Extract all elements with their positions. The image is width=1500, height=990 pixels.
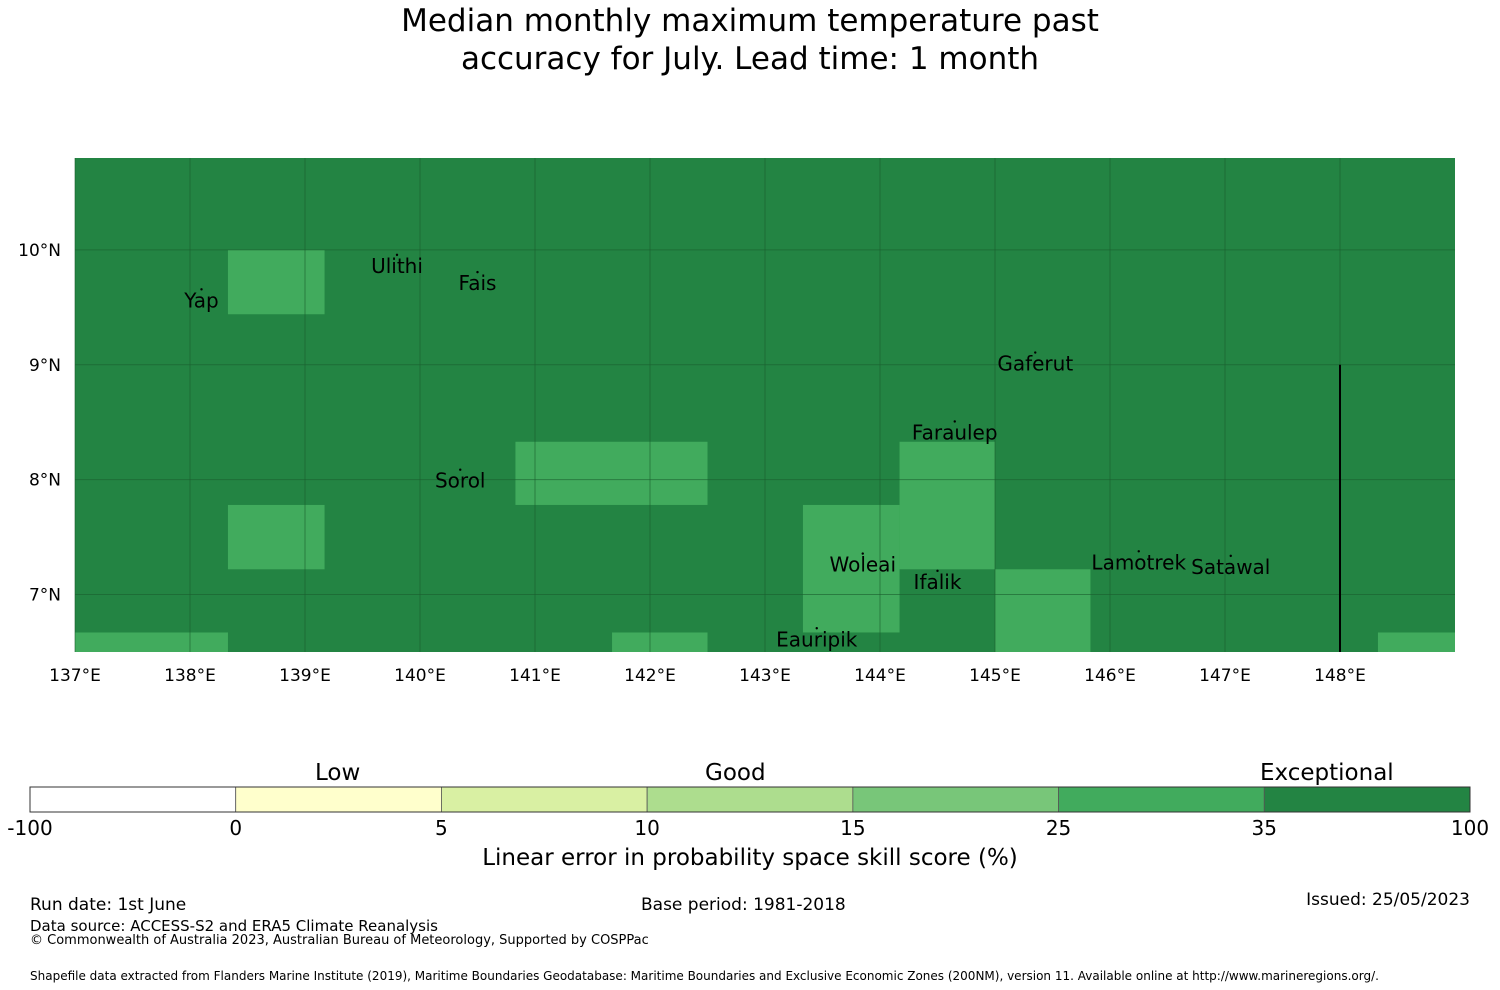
colorbar-bin-4	[852, 786, 1059, 813]
colorbar-frame	[29, 786, 1471, 813]
place-label-lamotrek: Lamotrek	[1091, 550, 1186, 574]
island-marker	[861, 552, 864, 555]
island-marker	[200, 288, 203, 291]
place-label-fais: Fais	[459, 271, 497, 295]
lat-tick-label: 7°N	[29, 586, 61, 606]
place-label-faraulep: Faraulep	[912, 420, 998, 444]
island-marker	[476, 270, 479, 274]
colorbar-bin-1	[235, 786, 442, 813]
colorbar-tick-label: 0	[229, 816, 243, 840]
lat-tick-label: 8°N	[29, 471, 61, 491]
colorbar-tick-label: 100	[1450, 816, 1490, 840]
island-marker	[1034, 351, 1037, 354]
colorbar-tick-label: 10	[634, 816, 660, 840]
place-label-satawal: Satawal	[1191, 555, 1270, 579]
skill-cell-3	[899, 441, 995, 570]
lon-tick-label: 148°E	[1314, 666, 1366, 686]
category-exceptional: Exceptional	[1260, 760, 1394, 786]
colorbar-tick-label: -100	[7, 816, 53, 840]
island-marker	[815, 627, 818, 630]
colorbar-tick-label: 5	[435, 816, 448, 840]
island-marker	[936, 569, 939, 573]
copyright: © Commonwealth of Australia 2023, Austra…	[30, 933, 649, 948]
category-low: Low	[315, 760, 361, 786]
place-label-ifalik: Ifalik	[914, 570, 962, 594]
colorbar-bin-6	[1263, 786, 1471, 813]
place-label-gaferut: Gaferut	[997, 352, 1073, 376]
run-date: Run date: 1st June	[30, 895, 187, 915]
map-title: Median monthly maximum temperature past …	[0, 2, 1500, 78]
lon-tick-label: 144°E	[854, 666, 906, 686]
lon-tick-label: 145°E	[969, 666, 1021, 686]
place-label-woleai: Woleai	[829, 553, 896, 577]
place-label-yap: Yap	[183, 288, 218, 312]
lon-tick-label: 138°E	[164, 666, 216, 686]
lon-tick-label: 137°E	[49, 666, 101, 686]
lon-tick-label: 140°E	[394, 666, 446, 686]
skill-cell-0	[227, 249, 325, 315]
lon-tick-label: 142°E	[624, 666, 676, 686]
island-marker	[1229, 554, 1232, 558]
data-source: Data source: ACCESS-S2 and ERA5 Climate …	[30, 917, 438, 935]
colorbar-tick-label: 15	[840, 816, 866, 840]
island-marker	[953, 420, 956, 423]
place-label-ulithi: Ulithi	[371, 254, 423, 278]
title-line-2: accuracy for July. Lead time: 1 month	[460, 41, 1040, 77]
lat-tick-label: 9°N	[29, 356, 61, 376]
skill-cell-8	[1377, 632, 1455, 652]
skill-cell-7	[612, 632, 708, 652]
colorbar-tick-label: 25	[1045, 816, 1072, 840]
island-marker	[1137, 550, 1140, 553]
lon-tick-label: 143°E	[739, 666, 791, 686]
lon-tick-label: 146°E	[1084, 666, 1136, 686]
colorbar-tick-label: 35	[1251, 816, 1278, 840]
skill-cell-6	[75, 632, 228, 652]
base-period: Base period: 1981-2018	[641, 895, 846, 915]
lon-tick-label: 141°E	[509, 666, 561, 686]
lat-tick-label: 10°N	[18, 241, 61, 261]
place-label-eauripik: Eauripik	[776, 627, 858, 651]
skill-cell-1	[227, 504, 325, 570]
skill-cell-2	[515, 441, 708, 505]
island-marker	[459, 468, 462, 471]
colorbar-label: Linear error in probability space skill …	[482, 845, 1018, 871]
place-label-sorol: Sorol	[435, 469, 486, 493]
issued-date: Issued: 25/05/2023	[1306, 890, 1470, 910]
island-marker	[395, 253, 399, 257]
lon-tick-label: 139°E	[279, 666, 331, 686]
lon-tick-label: 147°E	[1199, 666, 1251, 686]
skill-cell-4	[802, 504, 900, 633]
shapefile-credit: Shapefile data extracted from Flanders M…	[30, 969, 1379, 983]
title-line-1: Median monthly maximum temperature past	[401, 3, 1099, 39]
colorbar-bin-5	[1058, 786, 1265, 813]
category-good: Good	[705, 760, 766, 786]
colorbar-bin-2	[441, 786, 648, 813]
colorbar-bin-3	[646, 786, 854, 813]
skill-cell-5	[995, 569, 1091, 652]
colorbar-bin-0	[29, 786, 237, 813]
